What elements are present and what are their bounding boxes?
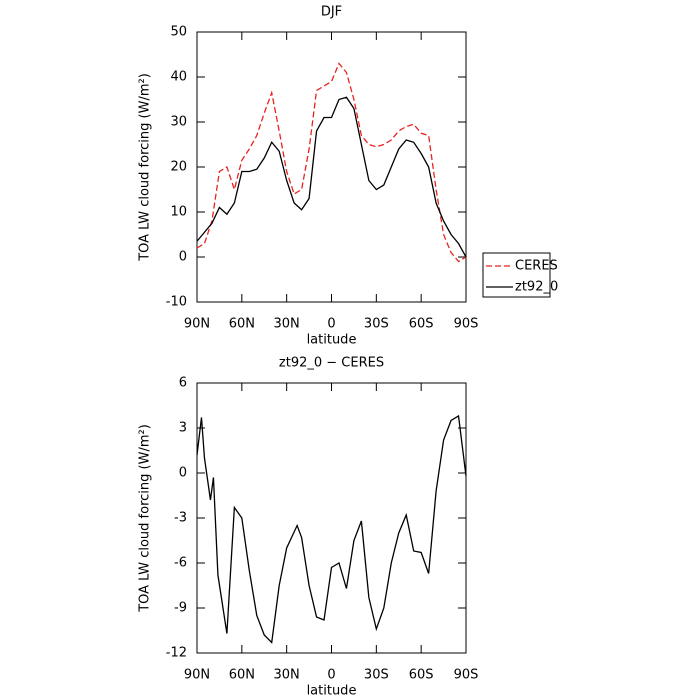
plot-frame (196, 382, 467, 654)
y-tick-label: 50 (170, 25, 187, 40)
y-tick-label: 20 (170, 160, 187, 175)
chart-title: DJF (321, 5, 342, 20)
x-tick-label: 60N (229, 317, 255, 332)
x-tick-label: 30S (364, 317, 389, 332)
plot-frame (196, 31, 467, 303)
y-tick-label: -9 (174, 601, 187, 616)
y-tick-label: -3 (174, 511, 187, 526)
y-tick-label: 3 (179, 421, 187, 436)
x-tick-label: 0 (327, 317, 335, 332)
x-tick-label: 60S (409, 317, 434, 332)
legend-box (482, 252, 551, 298)
x-axis-label: latitude (307, 333, 357, 348)
y-tick-label: 6 (179, 376, 187, 391)
y-axis-label: TOA LW cloud forcing (W/m²) (138, 424, 153, 613)
data-line (196, 414, 467, 644)
y-tick-label: 40 (170, 70, 187, 85)
y-tick-label: 0 (179, 250, 187, 265)
y-tick-label: -10 (166, 295, 187, 310)
legend-label: CERES (515, 259, 558, 274)
x-tick-label: 90S (454, 317, 479, 332)
x-tick-label: 60N (229, 668, 255, 683)
y-tick-label: 10 (170, 205, 187, 220)
x-tick-label: 60S (409, 668, 434, 683)
x-axis-label: latitude (307, 684, 357, 699)
x-tick-label: 90N (184, 668, 210, 683)
x-tick-label: 90S (454, 668, 479, 683)
y-tick-label: 0 (179, 466, 187, 481)
y-axis-label: TOA LW cloud forcing (W/m²) (138, 73, 153, 262)
data-line (196, 62, 467, 263)
x-tick-label: 90N (184, 317, 210, 332)
x-tick-label: 30N (274, 317, 300, 332)
x-tick-label: 30S (364, 668, 389, 683)
data-line (196, 96, 467, 258)
y-tick-label: -6 (174, 556, 187, 571)
y-tick-label: 30 (170, 115, 187, 130)
x-tick-label: 0 (327, 668, 335, 683)
y-tick-label: -12 (166, 646, 187, 661)
x-tick-label: 30N (274, 668, 300, 683)
chart-title: zt92_0 − CERES (279, 356, 384, 371)
legend-label: zt92_0 (515, 280, 558, 295)
